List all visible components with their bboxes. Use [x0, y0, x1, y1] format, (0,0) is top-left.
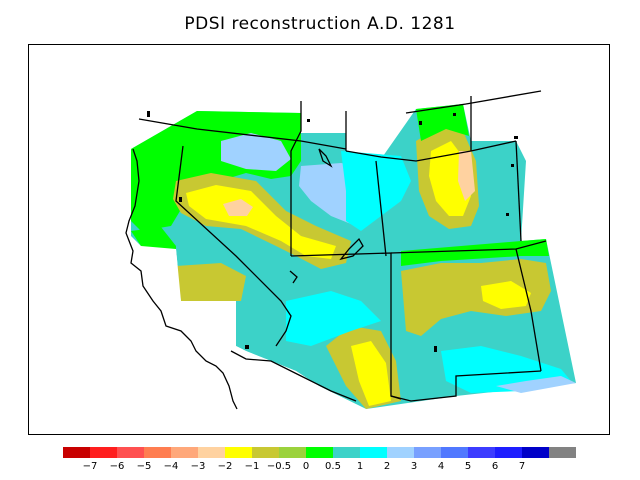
- colorbar-swatch: [414, 447, 441, 458]
- coastline: [125, 148, 364, 410]
- colorbar-tick-label: 2: [384, 461, 390, 472]
- ca-ocean-mask: [121, 246, 366, 434]
- colorbar-swatch: [117, 447, 144, 458]
- colorbar-swatch: [333, 447, 360, 458]
- colorbar-tick-label: 4: [438, 461, 444, 472]
- field-dry-az: [351, 341, 391, 406]
- colorbar-tick-label: −5: [137, 461, 152, 472]
- colorbar-tick-label: −6: [110, 461, 125, 472]
- colorbar-swatch: [90, 447, 117, 458]
- colorbar-swatch: [441, 447, 468, 458]
- map-title: PDSI reconstruction A.D. 1281: [184, 14, 456, 34]
- lakes: [147, 111, 518, 352]
- colorbar-swatch: [63, 447, 90, 458]
- map-frame: [28, 44, 610, 435]
- colorbar-tick-label: 5: [465, 461, 471, 472]
- colorbar-swatch: [252, 447, 279, 458]
- field-cyan-center: [341, 151, 411, 231]
- colorbar-tick-label: −3: [191, 461, 206, 472]
- colorbar-swatch: [522, 447, 549, 458]
- field-blue-nm: [496, 376, 576, 393]
- colorbar-swatch: [549, 447, 576, 458]
- field-blue-north: [221, 133, 291, 171]
- pdsi-map: [121, 90, 576, 434]
- colorbar-swatch: [306, 447, 333, 458]
- colorbar-tick-label: 3: [411, 461, 417, 472]
- field-dry-nm: [481, 281, 531, 309]
- colorbar-swatch: [144, 447, 171, 458]
- colorbar-swatch: [198, 447, 225, 458]
- state-borders: [138, 90, 547, 402]
- field-verydry-nv: [223, 199, 253, 216]
- colorbar-swatch: [468, 447, 495, 458]
- field-drysoft-ca: [176, 263, 246, 301]
- colorbar-tick-label: −0.5: [267, 461, 291, 472]
- colorbar-swatch: [495, 447, 522, 458]
- field-cyan-az: [286, 291, 381, 346]
- colorbar-tick-label: 6: [492, 461, 498, 472]
- colorbar-swatch: [225, 447, 252, 458]
- colorbar-tick-label: 1: [357, 461, 363, 472]
- colorbar-tick-label: 7: [519, 461, 525, 472]
- colorbar-swatch: [360, 447, 387, 458]
- field-green-nm: [401, 239, 549, 266]
- colorbar-tick-label: 0: [303, 461, 309, 472]
- colorbar-tick-label: −2: [218, 461, 233, 472]
- colorbar-tick-label: 0.5: [325, 461, 341, 472]
- colorbar-tick-label: −1: [245, 461, 260, 472]
- colorbar-tick-label: −7: [83, 461, 98, 472]
- field-dry-nv: [186, 185, 336, 259]
- field-drysoft-nm: [401, 259, 551, 336]
- colorbar-swatch: [171, 447, 198, 458]
- colorbar-swatch: [387, 447, 414, 458]
- field-verydry-ne: [458, 151, 475, 201]
- colorbar-swatch: [279, 447, 306, 458]
- colorbar-tick-label: −4: [164, 461, 179, 472]
